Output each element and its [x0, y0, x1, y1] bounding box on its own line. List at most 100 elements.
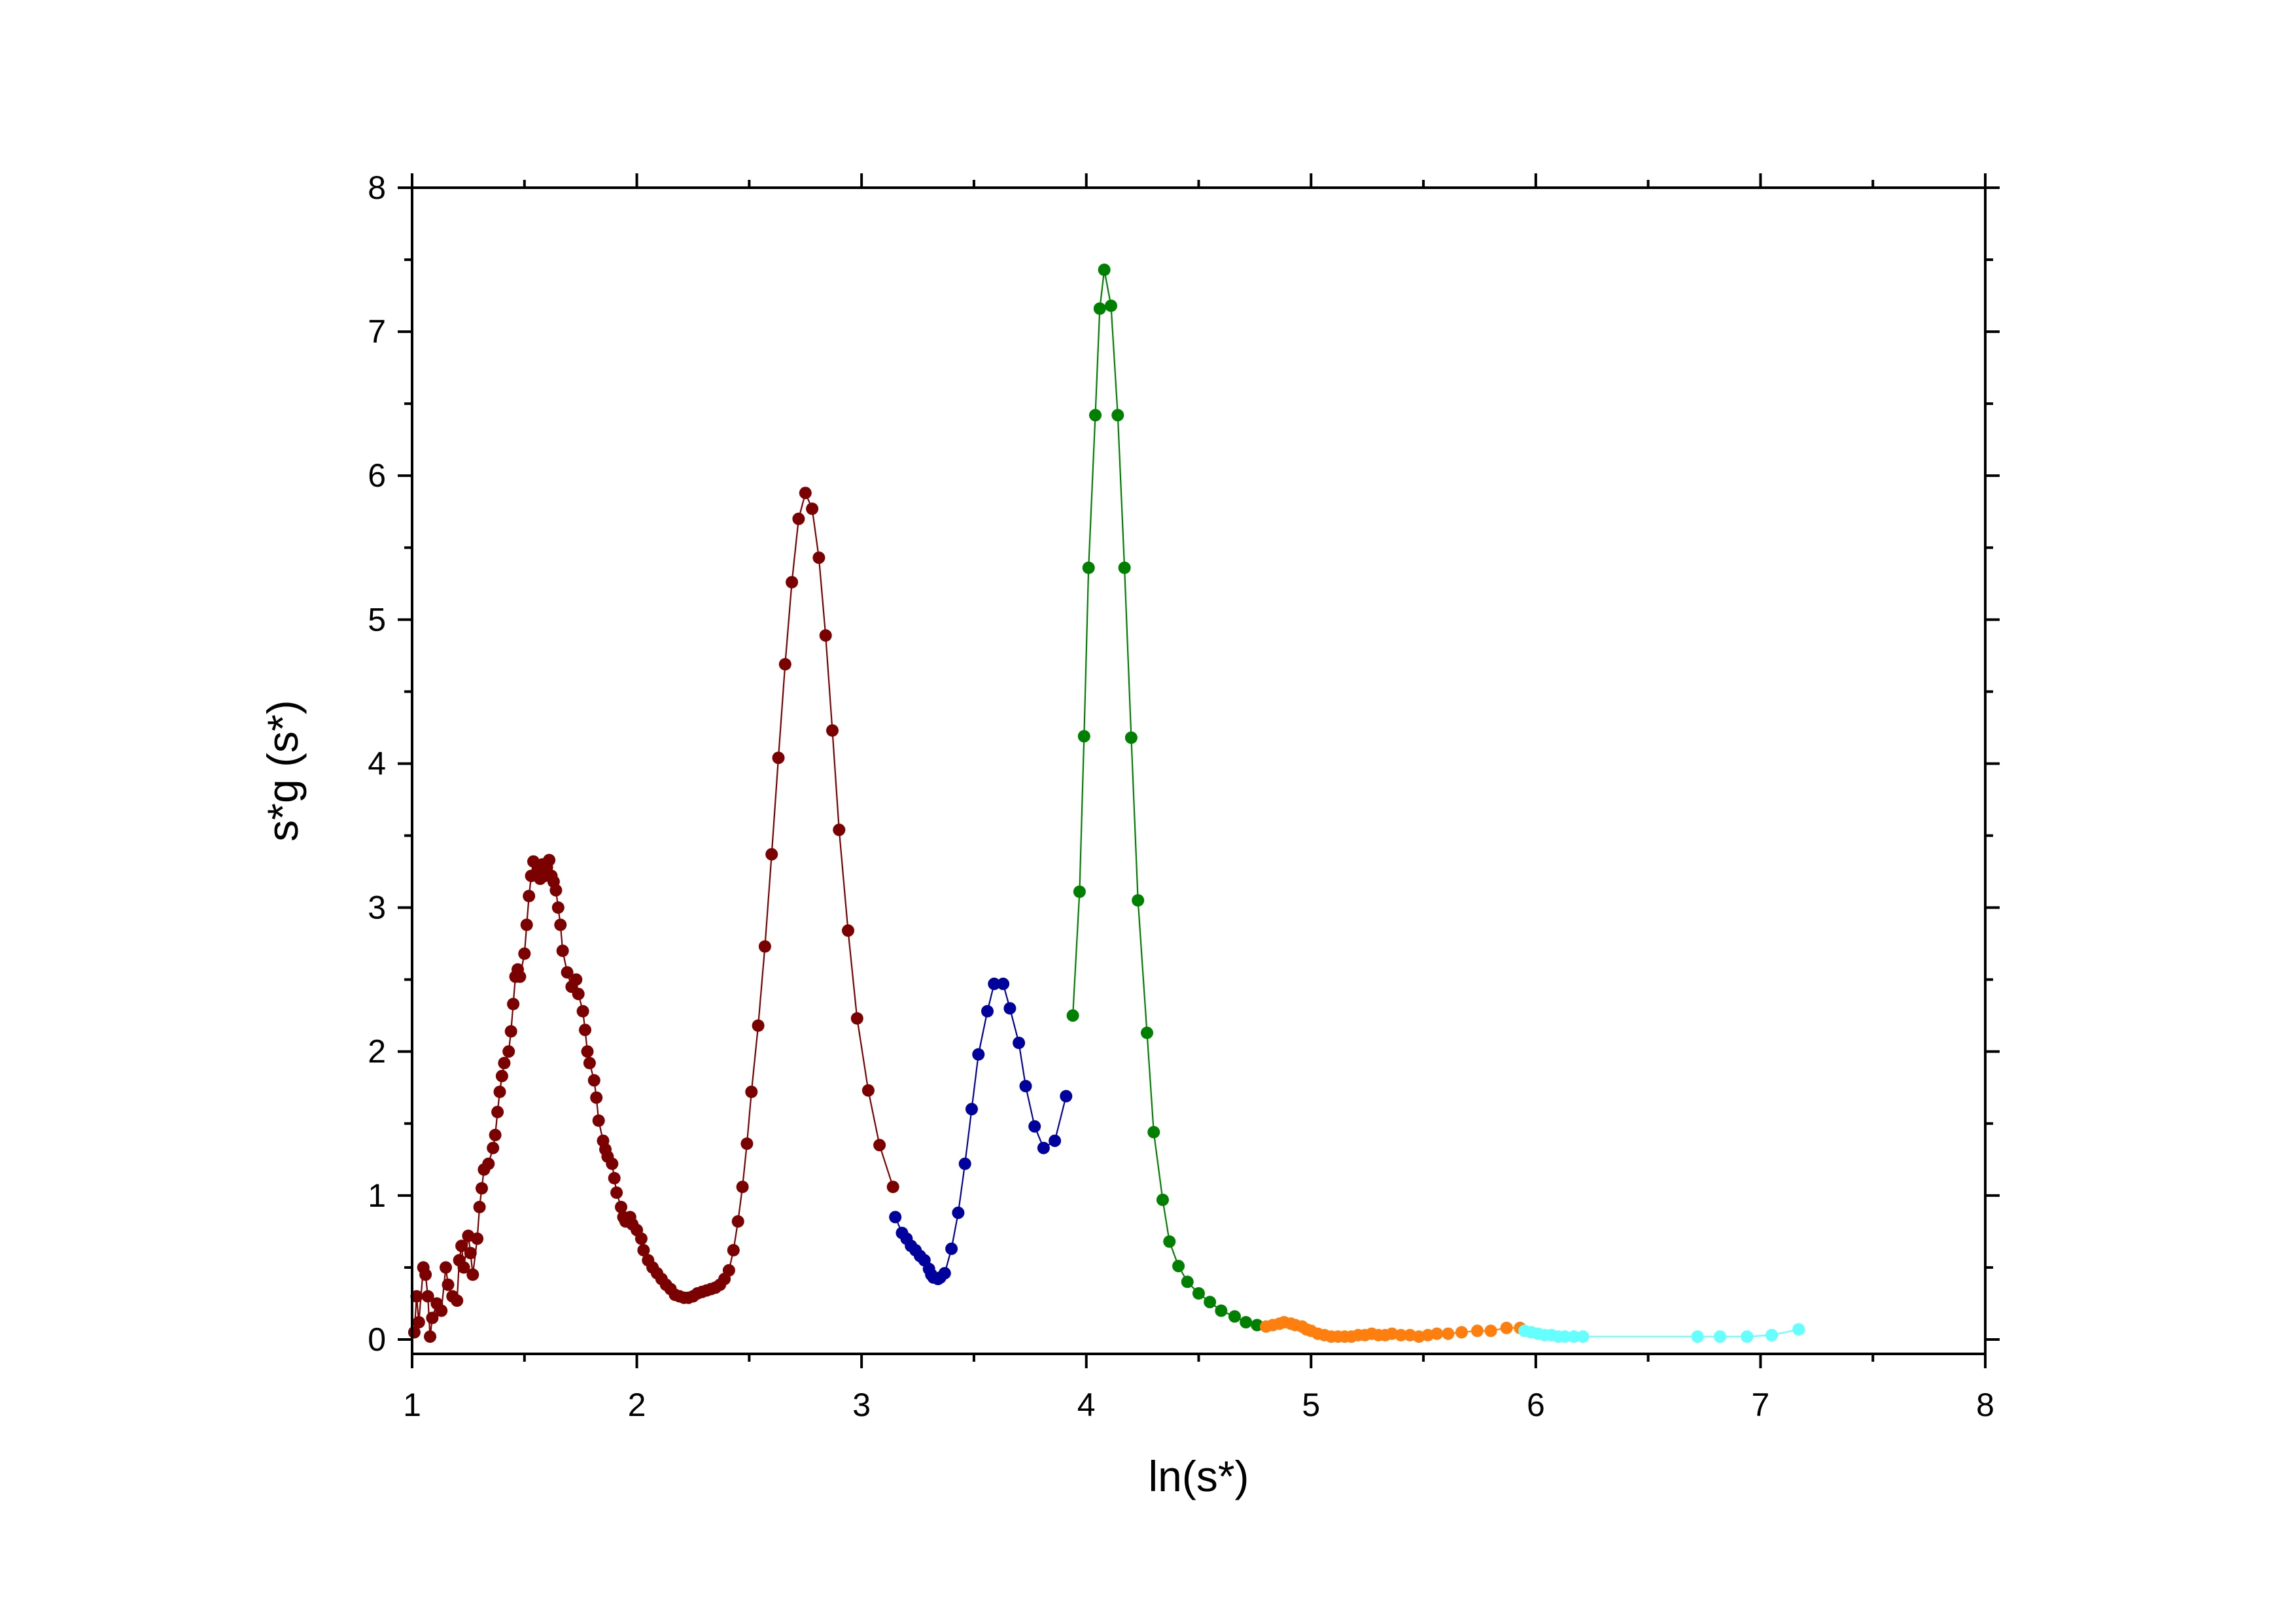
data-point: [487, 1141, 500, 1154]
data-point: [1215, 1304, 1228, 1317]
data-point: [634, 1232, 648, 1245]
x-tick-label: 1: [403, 1387, 421, 1423]
data-point: [1484, 1324, 1497, 1338]
data-point: [1111, 409, 1124, 422]
data-point: [504, 1025, 517, 1038]
data-point: [1741, 1330, 1754, 1343]
data-point: [520, 918, 533, 931]
data-point: [466, 1268, 479, 1281]
y-tick-label: 2: [368, 1033, 386, 1070]
data-point: [455, 1239, 468, 1253]
data-point: [549, 884, 563, 897]
data-point: [1013, 1037, 1026, 1049]
data-point: [590, 1091, 603, 1104]
series-3: [1066, 264, 1264, 1332]
data-point: [736, 1181, 749, 1194]
data-point: [873, 1139, 886, 1152]
x-tick-label: 6: [1527, 1387, 1545, 1423]
data-point: [1455, 1326, 1468, 1339]
x-tick-label: 7: [1752, 1387, 1770, 1423]
data-point: [938, 1267, 951, 1280]
data-point: [489, 1128, 502, 1141]
data-point: [498, 1056, 511, 1069]
data-point: [587, 1074, 600, 1087]
data-point: [513, 970, 527, 983]
data-point: [1060, 1090, 1073, 1103]
plot-area: [408, 264, 1805, 1343]
data-point: [1567, 1330, 1580, 1343]
data-point: [886, 1181, 899, 1194]
data-point: [1442, 1327, 1455, 1340]
data-point: [579, 1024, 591, 1037]
x-tick-label: 4: [1077, 1387, 1096, 1423]
data-point: [1792, 1323, 1805, 1336]
data-point: [1003, 1002, 1017, 1015]
data-point: [421, 1290, 434, 1303]
data-point: [493, 1085, 506, 1098]
data-point: [491, 1105, 504, 1118]
data-point: [1765, 1328, 1779, 1341]
x-tick-label: 8: [1976, 1387, 1994, 1423]
data-point: [965, 1103, 978, 1116]
data-point: [1204, 1296, 1217, 1309]
data-point: [1132, 894, 1145, 907]
data-point: [1098, 264, 1111, 276]
data-point: [786, 576, 799, 589]
data-point: [861, 1084, 875, 1097]
data-point: [1163, 1235, 1176, 1248]
y-tick-label: 7: [368, 313, 386, 350]
data-point: [442, 1278, 455, 1291]
data-point: [615, 1201, 627, 1213]
series-1: [408, 487, 899, 1343]
x-axis-title: ln(s*): [1148, 1452, 1249, 1500]
y-tick-label: 3: [368, 890, 386, 926]
data-point: [1037, 1141, 1050, 1154]
data-point: [1395, 1328, 1408, 1341]
data-point: [1089, 409, 1102, 422]
data-point: [440, 1261, 452, 1274]
data-point: [1240, 1316, 1253, 1329]
data-point: [1147, 1126, 1160, 1139]
data-point: [1028, 1120, 1041, 1133]
data-point: [1077, 730, 1090, 743]
data-point: [523, 890, 536, 903]
data-point: [482, 1157, 495, 1170]
data-point: [410, 1290, 423, 1303]
data-point: [731, 1215, 744, 1228]
data-point: [551, 901, 565, 914]
series-5: [1518, 1323, 1805, 1343]
data-point: [740, 1137, 754, 1150]
data-point: [1073, 885, 1086, 898]
data-point: [772, 752, 785, 765]
y-tick-label: 4: [368, 745, 386, 782]
data-point: [464, 1247, 477, 1260]
series-2: [889, 977, 1073, 1285]
data-point: [826, 724, 839, 737]
data-point: [1559, 1330, 1571, 1343]
data-point: [576, 1005, 589, 1018]
data-point: [842, 924, 854, 937]
data-point: [1691, 1330, 1704, 1343]
data-point: [570, 973, 583, 986]
x-tick-label: 2: [628, 1387, 646, 1423]
data-point: [1228, 1310, 1241, 1323]
data-point: [554, 918, 567, 931]
data-point: [1714, 1330, 1727, 1343]
data-point: [495, 1069, 508, 1082]
data-point: [1172, 1260, 1185, 1273]
data-point: [1156, 1194, 1169, 1206]
y-axis-title: s*g (s*): [258, 700, 307, 841]
data-point: [610, 1186, 623, 1199]
data-point: [572, 988, 585, 1001]
data-point: [792, 512, 805, 525]
data-point: [819, 629, 832, 642]
data-point: [889, 1211, 902, 1224]
data-point: [778, 658, 791, 671]
y-tick-label: 5: [368, 601, 386, 638]
data-point: [451, 1294, 464, 1307]
data-point: [981, 1005, 994, 1018]
data-point: [457, 1261, 470, 1274]
